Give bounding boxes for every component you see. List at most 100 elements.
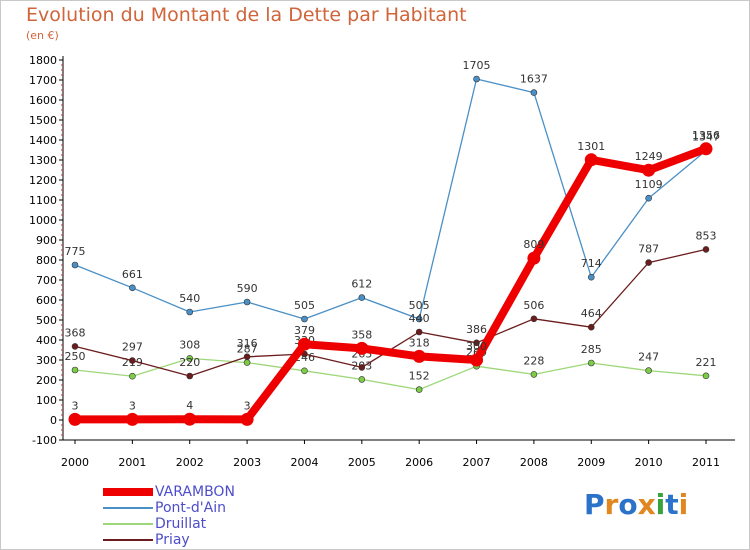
y-tick-label: 600 xyxy=(36,294,57,307)
legend-swatch xyxy=(103,488,153,496)
y-tick-label: 400 xyxy=(36,334,57,347)
data-label: 287 xyxy=(237,343,258,356)
data-label: 300 xyxy=(466,340,487,353)
data-point xyxy=(358,376,366,383)
data-label: 297 xyxy=(122,341,143,354)
x-tick-label: 2000 xyxy=(61,456,89,469)
data-label: 4 xyxy=(186,399,193,412)
chart-legend: VARAMBON Pont-d'Ain Druillat Priay xyxy=(103,484,303,548)
logo-letter: i xyxy=(655,488,666,521)
y-tick-label: 1300 xyxy=(29,154,57,167)
data-label: 590 xyxy=(237,282,258,295)
x-tick-label: 2009 xyxy=(577,456,605,469)
logo-letter: o xyxy=(618,488,638,521)
x-tick-label: 2003 xyxy=(233,456,261,469)
y-tick-label: 900 xyxy=(36,234,57,247)
data-point xyxy=(587,273,595,281)
data-point xyxy=(129,284,136,292)
data-point xyxy=(587,323,595,331)
chart-title: Evolution du Montant de la Dette par Hab… xyxy=(26,4,467,26)
data-label: 228 xyxy=(523,354,544,367)
data-point xyxy=(358,364,366,371)
data-label: 358 xyxy=(351,328,372,341)
data-point xyxy=(412,349,426,363)
data-point xyxy=(645,194,652,202)
series-line-pont-d-ain xyxy=(74,78,707,320)
data-point xyxy=(186,372,194,380)
data-point xyxy=(183,412,197,426)
data-label: 247 xyxy=(638,351,659,364)
y-tick-label: 1000 xyxy=(29,214,57,227)
data-point xyxy=(68,412,82,426)
data-point xyxy=(530,371,538,378)
legend-item: Druillat xyxy=(103,516,303,532)
legend-swatch xyxy=(103,507,153,509)
data-point xyxy=(527,251,541,265)
legend-item: Pont-d'Ain xyxy=(103,500,303,516)
data-point xyxy=(355,341,369,355)
data-label: 506 xyxy=(523,299,544,312)
y-tick-label: 1400 xyxy=(29,134,57,147)
data-point xyxy=(240,412,254,426)
data-point xyxy=(473,75,480,83)
legend-swatch xyxy=(103,523,153,525)
legend-label: Druillat xyxy=(155,516,207,532)
y-tick-label: 1200 xyxy=(29,174,57,187)
legend-label: Priay xyxy=(155,532,190,548)
y-tick-label: 700 xyxy=(36,274,57,287)
data-point xyxy=(645,259,652,266)
x-tick-label: 2011 xyxy=(692,456,720,469)
data-point xyxy=(301,315,308,323)
data-point xyxy=(71,343,79,350)
data-label: 505 xyxy=(294,299,315,312)
logo-letter: t xyxy=(665,488,679,521)
data-point xyxy=(243,353,251,361)
data-label: 250 xyxy=(65,350,86,363)
data-label: 379 xyxy=(294,324,315,337)
data-label: 853 xyxy=(696,229,717,242)
data-label: 775 xyxy=(65,245,86,258)
x-tick-label: 2008 xyxy=(520,456,548,469)
y-tick-label: -100 xyxy=(32,434,57,447)
series-line-priay xyxy=(74,248,707,377)
data-label: 316 xyxy=(237,337,258,350)
logo-letter: x xyxy=(637,488,656,521)
legend-label: VARAMBON xyxy=(155,484,235,500)
data-label: 221 xyxy=(696,356,717,369)
legend-item: Priay xyxy=(103,532,303,548)
y-tick-label: 200 xyxy=(36,374,57,387)
x-tick-label: 2001 xyxy=(118,456,146,469)
data-point xyxy=(473,339,480,347)
data-point xyxy=(415,315,423,323)
data-label: 505 xyxy=(409,299,430,312)
data-label: 1347 xyxy=(692,131,720,144)
data-point xyxy=(243,298,251,306)
data-point xyxy=(642,163,656,177)
data-label: 3 xyxy=(244,399,251,412)
data-point xyxy=(415,328,423,336)
data-label: 1705 xyxy=(463,59,491,72)
x-tick-label: 2004 xyxy=(290,456,318,469)
data-label: 318 xyxy=(409,336,430,349)
data-label: 714 xyxy=(581,257,602,270)
data-point xyxy=(470,353,484,367)
data-point xyxy=(415,386,423,393)
data-point xyxy=(702,246,710,253)
data-label: 220 xyxy=(179,356,200,369)
data-label: 809 xyxy=(523,238,544,251)
chart-subtitle: (en €) xyxy=(26,29,59,42)
y-tick-label: 1600 xyxy=(29,94,57,107)
x-tick-label: 2006 xyxy=(405,456,433,469)
logo-letter: r xyxy=(604,488,619,521)
data-label: 1249 xyxy=(635,150,663,163)
y-tick-label: 500 xyxy=(36,314,57,327)
y-tick-label: 1100 xyxy=(29,194,57,207)
proxiti-logo: Proxiti xyxy=(584,488,688,521)
data-label: 308 xyxy=(179,338,200,351)
y-tick-label: 300 xyxy=(36,354,57,367)
data-label: 787 xyxy=(638,243,659,256)
data-point xyxy=(530,315,538,323)
series-line-varambon xyxy=(71,144,710,424)
